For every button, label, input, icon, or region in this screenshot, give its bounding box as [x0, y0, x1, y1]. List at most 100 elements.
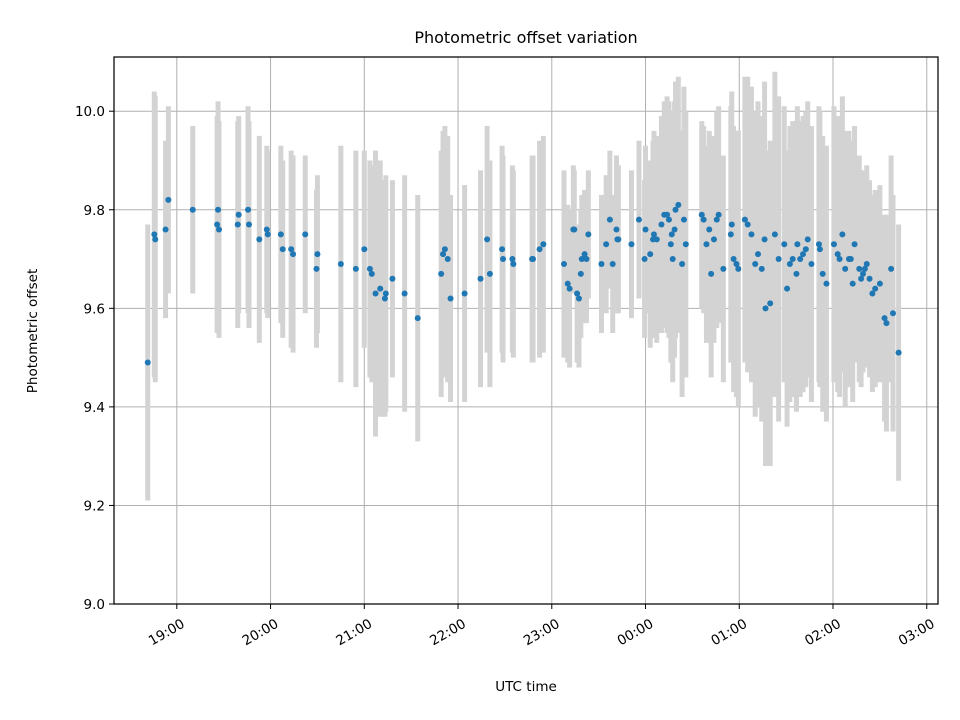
data-point — [851, 241, 858, 248]
data-point — [389, 275, 396, 282]
data-point — [804, 236, 811, 243]
data-point — [872, 285, 879, 292]
x-axis-label: UTC time — [495, 679, 557, 695]
data-point — [578, 256, 585, 263]
data-point — [668, 231, 675, 238]
data-point — [585, 231, 592, 238]
y-axis-ticks: 9.0 9.2 9.4 9.6 9.8 10.0 — [75, 104, 114, 613]
y-tick-label: 9.8 — [84, 203, 105, 219]
data-point — [650, 231, 657, 238]
data-point — [671, 226, 678, 233]
data-point — [642, 226, 649, 233]
data-point — [440, 251, 447, 258]
y-tick-label: 9.0 — [84, 597, 105, 613]
data-point — [823, 280, 830, 287]
data-point — [165, 196, 172, 203]
data-point — [741, 216, 748, 223]
data-point — [263, 226, 270, 233]
data-point — [883, 320, 890, 327]
data-point — [609, 260, 616, 267]
data-point — [847, 256, 854, 263]
data-point — [499, 246, 506, 253]
data-point — [438, 270, 445, 277]
data-point — [530, 256, 537, 263]
data-point — [603, 241, 610, 248]
data-point — [836, 256, 843, 263]
data-point — [598, 260, 605, 267]
data-point — [214, 221, 221, 228]
data-point — [613, 226, 620, 233]
data-point — [758, 265, 765, 272]
data-point — [675, 201, 682, 208]
data-point — [337, 260, 344, 267]
data-point — [615, 236, 622, 243]
data-point — [606, 216, 613, 223]
data-point — [700, 216, 707, 223]
data-point — [808, 260, 815, 267]
data-point — [863, 260, 870, 267]
data-point — [665, 216, 672, 223]
data-point — [890, 310, 897, 317]
data-point — [834, 251, 841, 258]
data-point — [256, 236, 263, 243]
data-point — [735, 265, 742, 272]
data-point — [577, 270, 584, 277]
data-point — [313, 265, 320, 272]
data-point — [793, 270, 800, 277]
data-point — [775, 256, 782, 263]
data-point — [866, 275, 873, 282]
data-point — [277, 231, 284, 238]
data-point — [352, 265, 359, 272]
data-point — [377, 285, 384, 292]
data-point — [816, 246, 823, 253]
data-point — [628, 241, 635, 248]
data-point — [540, 241, 547, 248]
data-point — [842, 265, 849, 272]
data-point — [484, 236, 491, 243]
data-point — [869, 290, 876, 297]
data-point — [752, 260, 759, 267]
data-point — [215, 226, 222, 233]
data-point — [461, 290, 468, 297]
data-point — [366, 265, 373, 272]
data-point — [715, 211, 722, 218]
data-points — [144, 196, 902, 366]
data-point — [583, 256, 590, 263]
data-point — [797, 256, 804, 263]
data-point — [151, 231, 158, 238]
data-point — [234, 221, 241, 228]
data-point — [189, 206, 196, 213]
data-point — [575, 295, 582, 302]
chart-title: Photometric offset variation — [414, 28, 637, 47]
y-tick-label: 9.6 — [84, 301, 105, 317]
data-point — [786, 260, 793, 267]
data-point — [235, 211, 242, 218]
data-point — [748, 231, 755, 238]
data-point — [858, 275, 865, 282]
data-point — [581, 251, 588, 258]
data-point — [215, 206, 222, 213]
data-point — [447, 295, 454, 302]
data-point — [441, 246, 448, 253]
data-point — [781, 241, 788, 248]
data-point — [414, 315, 421, 322]
data-point — [477, 275, 484, 282]
data-point — [669, 256, 676, 263]
data-point — [264, 231, 271, 238]
data-point — [560, 260, 567, 267]
data-point — [679, 260, 686, 267]
data-point — [682, 241, 689, 248]
data-point — [800, 251, 807, 258]
data-point — [152, 236, 159, 243]
data-point — [895, 349, 902, 356]
data-point — [733, 260, 740, 267]
data-point — [830, 241, 837, 248]
data-point — [486, 270, 493, 277]
data-point — [401, 290, 408, 297]
data-point — [361, 246, 368, 253]
data-point — [635, 216, 642, 223]
data-point — [710, 236, 717, 243]
data-point — [564, 280, 571, 287]
data-point — [706, 226, 713, 233]
